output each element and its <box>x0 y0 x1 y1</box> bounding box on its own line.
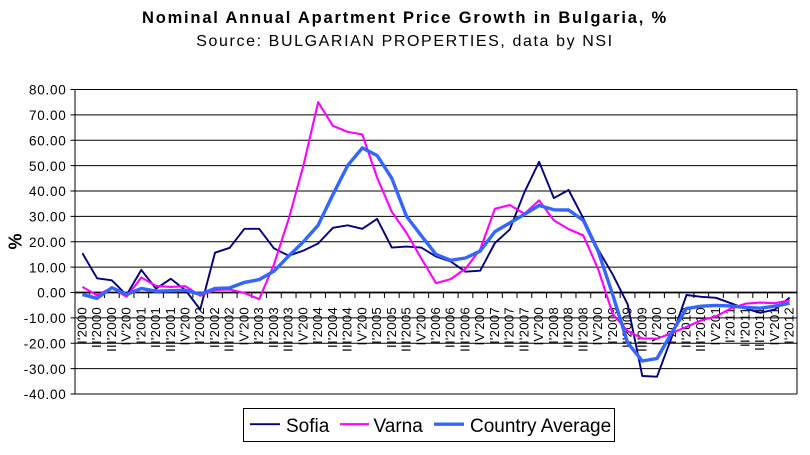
svg-text:III'2007: III'2007 <box>516 307 531 352</box>
svg-text:II'2000: II'2000 <box>89 307 104 348</box>
svg-text:I'2006: I'2006 <box>428 307 443 344</box>
svg-text:-20.00: -20.00 <box>24 336 67 351</box>
svg-text:I'2002: I'2002 <box>192 307 207 344</box>
svg-text:II'2006: II'2006 <box>443 307 458 348</box>
svg-text:IV'200: IV'200 <box>472 307 487 345</box>
svg-text:III'2000: III'2000 <box>104 307 119 352</box>
svg-text:I'2012: I'2012 <box>782 307 797 344</box>
svg-text:IV'200: IV'200 <box>178 307 193 345</box>
svg-text:Sofia: Sofia <box>286 416 330 437</box>
svg-text:II'2003: II'2003 <box>266 307 281 348</box>
svg-text:I'2004: I'2004 <box>310 307 325 344</box>
svg-text:60.00: 60.00 <box>29 133 67 148</box>
svg-text:III'2002: III'2002 <box>222 307 237 352</box>
svg-text:II'2001: II'2001 <box>148 307 163 348</box>
svg-text:IV'200: IV'200 <box>295 307 310 345</box>
svg-text:40.00: 40.00 <box>29 184 67 199</box>
svg-text:III'2003: III'2003 <box>281 307 296 352</box>
svg-text:IV'200: IV'200 <box>590 307 605 345</box>
svg-text:80.00: 80.00 <box>29 83 67 98</box>
svg-text:70.00: 70.00 <box>29 108 67 123</box>
svg-text:II'2011: II'2011 <box>737 307 752 347</box>
svg-text:Country Average: Country Average <box>470 416 611 437</box>
svg-text:I'2005: I'2005 <box>369 307 384 344</box>
svg-text:%: % <box>6 233 26 249</box>
svg-text:I'2008: I'2008 <box>546 307 561 344</box>
svg-text:I'2007: I'2007 <box>487 307 502 344</box>
svg-text:30.00: 30.00 <box>29 210 67 225</box>
svg-text:II'2008: II'2008 <box>561 307 576 348</box>
svg-text:0.00: 0.00 <box>37 286 66 301</box>
svg-text:III'2001: III'2001 <box>163 307 178 352</box>
svg-text:II'2007: II'2007 <box>502 307 517 348</box>
svg-text:IV'200: IV'200 <box>413 307 428 345</box>
svg-text:II'2004: II'2004 <box>325 307 340 348</box>
svg-text:III'2008: III'2008 <box>575 307 590 352</box>
svg-text:I'2003: I'2003 <box>251 307 266 344</box>
svg-text:II'2002: II'2002 <box>207 307 222 348</box>
svg-text:IV'200: IV'200 <box>119 307 134 345</box>
svg-text:-10.00: -10.00 <box>24 311 67 326</box>
svg-text:50.00: 50.00 <box>29 159 67 174</box>
svg-text:IV'200: IV'200 <box>649 307 664 345</box>
svg-text:IV'200: IV'200 <box>354 307 369 345</box>
svg-text:IV'200: IV'200 <box>236 307 251 345</box>
svg-text:20.00: 20.00 <box>29 235 67 250</box>
svg-text:III'2010: III'2010 <box>693 307 708 352</box>
svg-text:I'2011: I'2011 <box>723 307 738 343</box>
svg-text:III'2005: III'2005 <box>399 307 414 352</box>
svg-text:III'2006: III'2006 <box>458 307 473 352</box>
svg-text:I'2001: I'2001 <box>133 307 148 344</box>
svg-text:10.00: 10.00 <box>29 260 67 275</box>
svg-text:III'2004: III'2004 <box>340 307 355 352</box>
svg-text:Varna: Varna <box>374 416 424 437</box>
svg-text:II'2005: II'2005 <box>384 307 399 348</box>
svg-text:III'2009: III'2009 <box>634 307 649 352</box>
svg-text:III'2011: III'2011 <box>752 307 767 351</box>
svg-text:-40.00: -40.00 <box>24 387 67 402</box>
svg-text:IV'201: IV'201 <box>767 307 782 345</box>
svg-text:IV'200: IV'200 <box>531 307 546 345</box>
svg-text:-30.00: -30.00 <box>24 362 67 377</box>
svg-text:I'2000: I'2000 <box>74 307 89 344</box>
